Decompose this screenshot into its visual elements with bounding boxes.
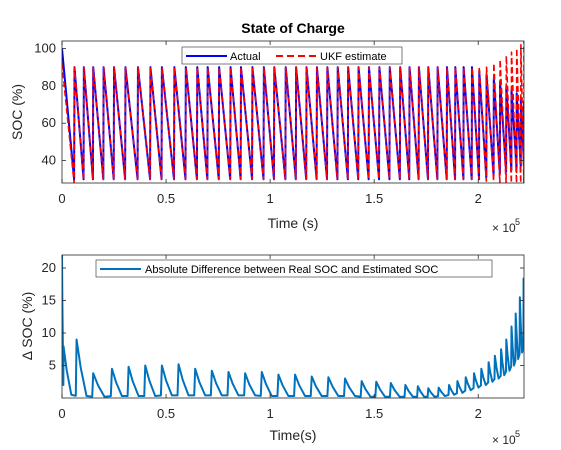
soc-x-tick-label: 1	[266, 191, 273, 206]
soc-x-tick-label: 1.5	[365, 191, 383, 206]
soc-legend: Actual UKF estimate	[181, 46, 403, 65]
delta-soc-x-exponent: × 10 5	[492, 429, 520, 447]
delta-soc-y-tick-label: 20	[42, 260, 56, 275]
soc-x-exponent-base: × 10	[492, 221, 516, 235]
delta-soc-legend-box	[95, 259, 493, 278]
soc-y-axis-label: SOC (%)	[9, 84, 25, 140]
delta-soc-x-tick-label: 0	[58, 406, 65, 421]
delta-soc-x-ticks: 0 0.5 1 1.5 2	[58, 255, 482, 421]
delta-soc-x-tick-label: 1.5	[365, 406, 383, 421]
soc-subplot: State of Charge 0 0.5 1 1.5 2 40 60 80 100 Time…	[9, 20, 525, 235]
delta-soc-x-tick-label: 1	[266, 406, 273, 421]
delta-soc-x-exponent-base: × 10	[492, 433, 516, 447]
delta-soc-legend: Absolute Difference between Real SOC and…	[95, 259, 493, 278]
soc-y-tick-label: 80	[42, 78, 56, 93]
delta-soc-x-tick-label: 2	[475, 406, 482, 421]
delta-soc-y-tick-label: 10	[42, 325, 56, 340]
soc-x-tick-label: 2	[475, 191, 482, 206]
soc-legend-label-actual: Actual	[230, 51, 261, 63]
delta-soc-plot-area	[62, 255, 524, 398]
soc-x-tick-label: 0.5	[157, 191, 175, 206]
soc-y-tick-label: 100	[34, 40, 56, 55]
soc-y-tick-label: 40	[42, 153, 56, 168]
soc-x-tick-label: 0	[58, 191, 65, 206]
delta-soc-legend-label: Absolute Difference between Real SOC and…	[145, 264, 438, 276]
delta-soc-x-axis-label: Time(s)	[270, 427, 317, 443]
delta-soc-y-tick-label: 15	[42, 293, 56, 308]
soc-y-tick-label: 60	[42, 115, 56, 130]
soc-plot-area	[62, 41, 524, 183]
delta-soc-subplot: 0 0.5 1 1.5 2 5 10 15 20 Time(s) Δ SOC (%) × 10…	[19, 254, 525, 447]
delta-soc-x-exponent-power: 5	[515, 429, 520, 439]
soc-legend-label-ukf: UKF estimate	[320, 51, 387, 63]
delta-soc-y-axis-label: Δ SOC (%)	[19, 292, 35, 360]
soc-axes-box	[61, 40, 525, 184]
delta-soc-series-line	[62, 255, 524, 398]
soc-x-ticks: 0 0.5 1 1.5 2	[58, 41, 482, 206]
soc-chart-title: State of Charge	[241, 20, 345, 36]
soc-x-exponent-power: 5	[515, 217, 520, 227]
delta-soc-y-ticks: 5 10 15 20	[42, 260, 524, 373]
delta-soc-axes-box	[61, 254, 525, 399]
delta-soc-y-tick-label: 5	[49, 358, 56, 373]
soc-y-ticks: 40 60 80 100	[34, 40, 524, 168]
delta-soc-x-tick-label: 0.5	[157, 406, 175, 421]
soc-x-exponent: × 10 5	[492, 217, 520, 235]
soc-series-ukf-estimate-line	[62, 41, 524, 183]
soc-x-axis-label: Time (s)	[268, 215, 319, 231]
